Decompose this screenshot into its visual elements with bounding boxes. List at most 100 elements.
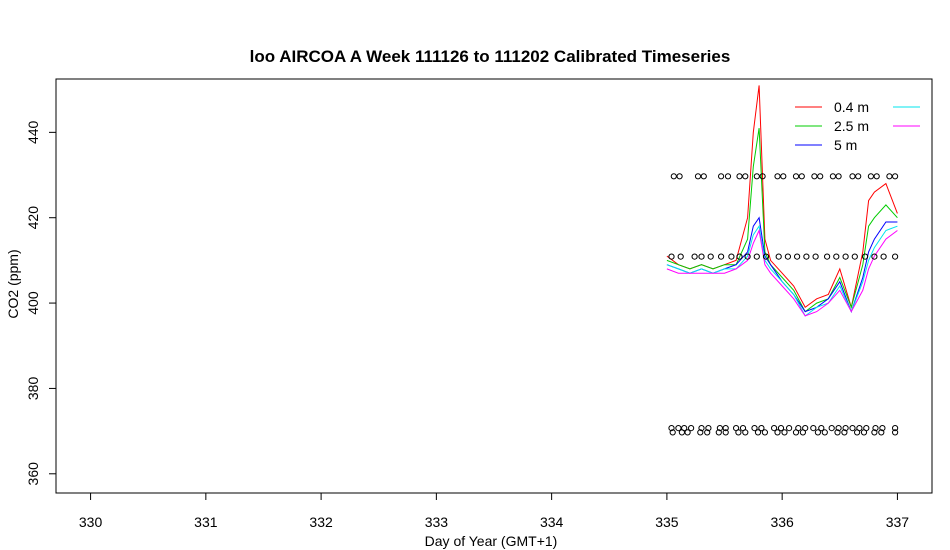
marker-point (697, 429, 704, 436)
x-tick-label: 334 (540, 514, 564, 530)
marker-point (724, 173, 732, 180)
marker-point (754, 429, 762, 436)
marker-point (835, 173, 842, 180)
marker-point (751, 425, 758, 432)
marker-point (841, 429, 848, 436)
marker-point (694, 173, 702, 180)
marker-point (700, 173, 707, 180)
marker-point (818, 425, 825, 432)
marker-point (892, 253, 899, 260)
x-axis-label: Day of Year (GMT+1) (425, 533, 558, 549)
marker-point (828, 425, 835, 432)
marker-point (854, 429, 861, 436)
legend-label: 0.4 m (834, 99, 869, 115)
series-line-unlabeled-4 (666, 228, 898, 317)
marker-point (878, 429, 885, 436)
marker-point (758, 425, 765, 432)
series-lines (666, 85, 898, 317)
marker-point (835, 425, 842, 432)
marker-point (855, 173, 862, 180)
marker-point (736, 173, 743, 180)
chart-title: loo AIRCOA A Week 111126 to 111202 Calib… (250, 47, 731, 66)
marker-point (803, 253, 810, 260)
marker-point (814, 429, 822, 436)
marker-point (824, 253, 831, 260)
marker-point (886, 173, 893, 180)
marker-point (670, 173, 677, 180)
marker-point (761, 429, 769, 436)
marker-point (728, 253, 735, 260)
marker-point (722, 425, 729, 432)
marker-point (871, 253, 878, 260)
x-tick-label: 332 (309, 514, 333, 530)
marker-point (753, 173, 760, 180)
marker-point (781, 429, 788, 436)
marker-point (799, 429, 807, 436)
marker-point (698, 253, 705, 260)
marker-point (821, 429, 828, 436)
marker-point (762, 253, 770, 260)
legend: 0.4 m 2.5 m 5 m (795, 99, 920, 153)
x-tick-label: 335 (655, 514, 679, 530)
marker-point (860, 429, 868, 436)
marker-point (698, 425, 705, 432)
marker-point (716, 425, 724, 432)
marker-point (684, 429, 691, 436)
marker-point (677, 253, 684, 260)
marker-point (722, 429, 729, 436)
series-line-unlabeled-3 (666, 224, 898, 317)
marker-point (742, 429, 749, 436)
marker-point (794, 253, 801, 260)
marker-point (792, 429, 800, 436)
marker-point (668, 425, 675, 432)
marker-point (676, 173, 683, 180)
marker-point (792, 173, 800, 180)
marker-point (879, 425, 886, 432)
x-axis: 330 331 332 333 334 335 336 337 (79, 493, 909, 530)
marker-point (705, 425, 712, 432)
marker-point (669, 429, 676, 436)
marker-point (811, 173, 818, 180)
marker-point (786, 425, 793, 432)
x-tick-label: 337 (886, 514, 910, 530)
marker-point (744, 253, 751, 260)
marker-point (774, 173, 781, 180)
marker-point (842, 253, 849, 260)
marker-point (817, 173, 824, 180)
marker-point (678, 429, 686, 436)
marker-point (880, 253, 887, 260)
marker-point (784, 253, 792, 260)
x-tick-label: 331 (194, 514, 218, 530)
marker-point (829, 173, 837, 180)
legend-label: 2.5 m (834, 118, 869, 134)
marker-point (688, 425, 695, 432)
marker-point (780, 173, 787, 180)
legend-label: 5 m (834, 137, 857, 153)
marker-point (862, 253, 869, 260)
y-tick-label: 380 (25, 377, 41, 401)
marker-point (718, 253, 725, 260)
x-tick-label: 336 (770, 514, 794, 530)
marker-points (668, 173, 899, 436)
marker-point (834, 429, 841, 436)
marker-point (798, 173, 805, 180)
y-axis-label: CO2 (ppm) (5, 249, 21, 318)
y-axis: 360 380 400 420 440 (25, 120, 56, 485)
marker-point (736, 253, 743, 260)
marker-point (892, 173, 899, 180)
series-line-2-5-m (666, 128, 898, 313)
marker-point (675, 425, 682, 432)
marker-point (892, 429, 899, 436)
plot-box (55, 78, 933, 494)
plot-frame (55, 78, 933, 494)
marker-point (849, 425, 856, 432)
marker-point (771, 425, 778, 432)
marker-point (759, 173, 766, 180)
marker-point (851, 253, 858, 260)
marker-point (707, 253, 714, 260)
marker-point (842, 425, 849, 432)
marker-point (742, 173, 749, 180)
marker-point (775, 253, 782, 260)
marker-point (704, 429, 711, 436)
